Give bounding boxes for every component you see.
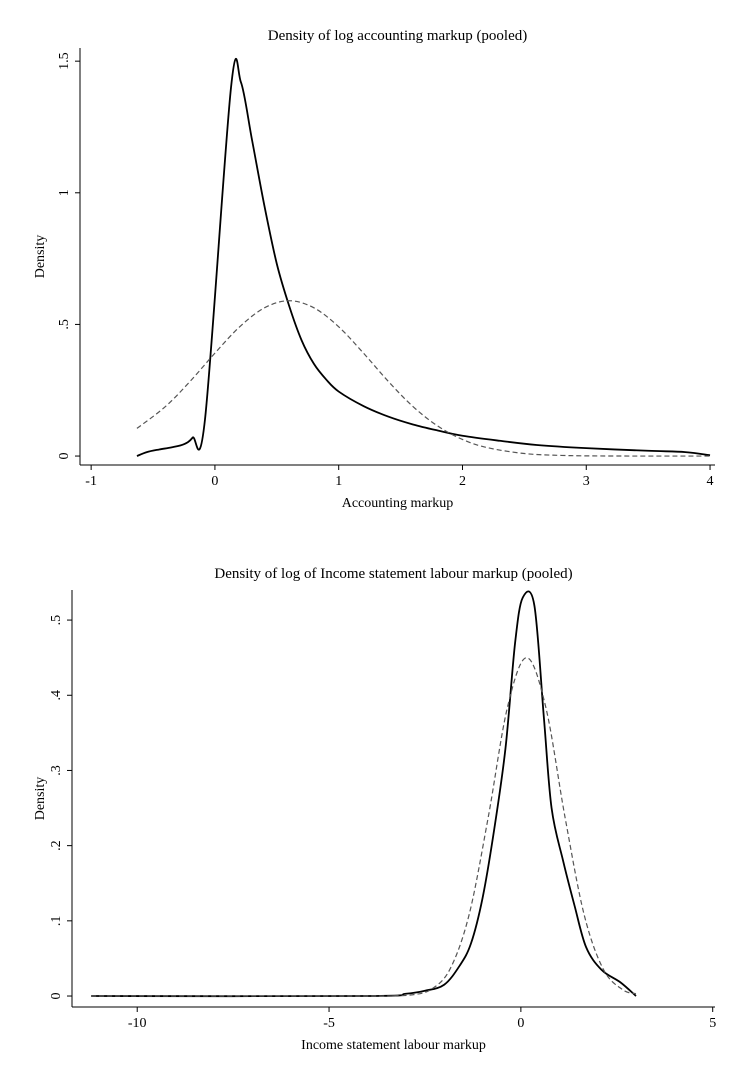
y-tick-label: .2	[49, 840, 64, 851]
x-tick-label: 0	[517, 1016, 524, 1031]
y-axis-title: Density	[33, 235, 48, 279]
x-tick-label: 4	[707, 474, 714, 489]
x-tick-label: -10	[128, 1016, 147, 1031]
x-tick-label: -1	[85, 474, 97, 489]
y-tick-label: .5	[49, 615, 64, 626]
x-axis-title: Accounting markup	[342, 496, 454, 511]
x-tick-label: 1	[335, 474, 342, 489]
density-line	[136, 300, 711, 457]
x-tick-label: 0	[211, 474, 218, 489]
chart-title: Density of log accounting markup (pooled…	[268, 28, 528, 44]
density-line	[91, 657, 637, 997]
y-tick-label: .5	[57, 319, 72, 330]
y-tick-label: 1.5	[57, 52, 72, 70]
x-tick-label: 5	[709, 1016, 716, 1031]
y-tick-label: .3	[49, 765, 64, 776]
chart-title: Density of log of Income statement labou…	[214, 566, 572, 582]
y-tick-label: 1	[57, 189, 72, 196]
x-tick-label: 3	[583, 474, 590, 489]
density-line	[91, 590, 637, 998]
x-tick-label: 2	[459, 474, 466, 489]
y-tick-label: 0	[57, 453, 72, 460]
density-line	[136, 57, 711, 457]
y-axis-title: Density	[33, 777, 48, 821]
y-tick-label: .4	[49, 690, 64, 701]
x-tick-label: -5	[323, 1016, 335, 1031]
y-tick-label: .1	[49, 916, 64, 927]
x-axis-title: Income statement labour markup	[301, 1038, 486, 1053]
y-tick-label: 0	[49, 993, 64, 1000]
